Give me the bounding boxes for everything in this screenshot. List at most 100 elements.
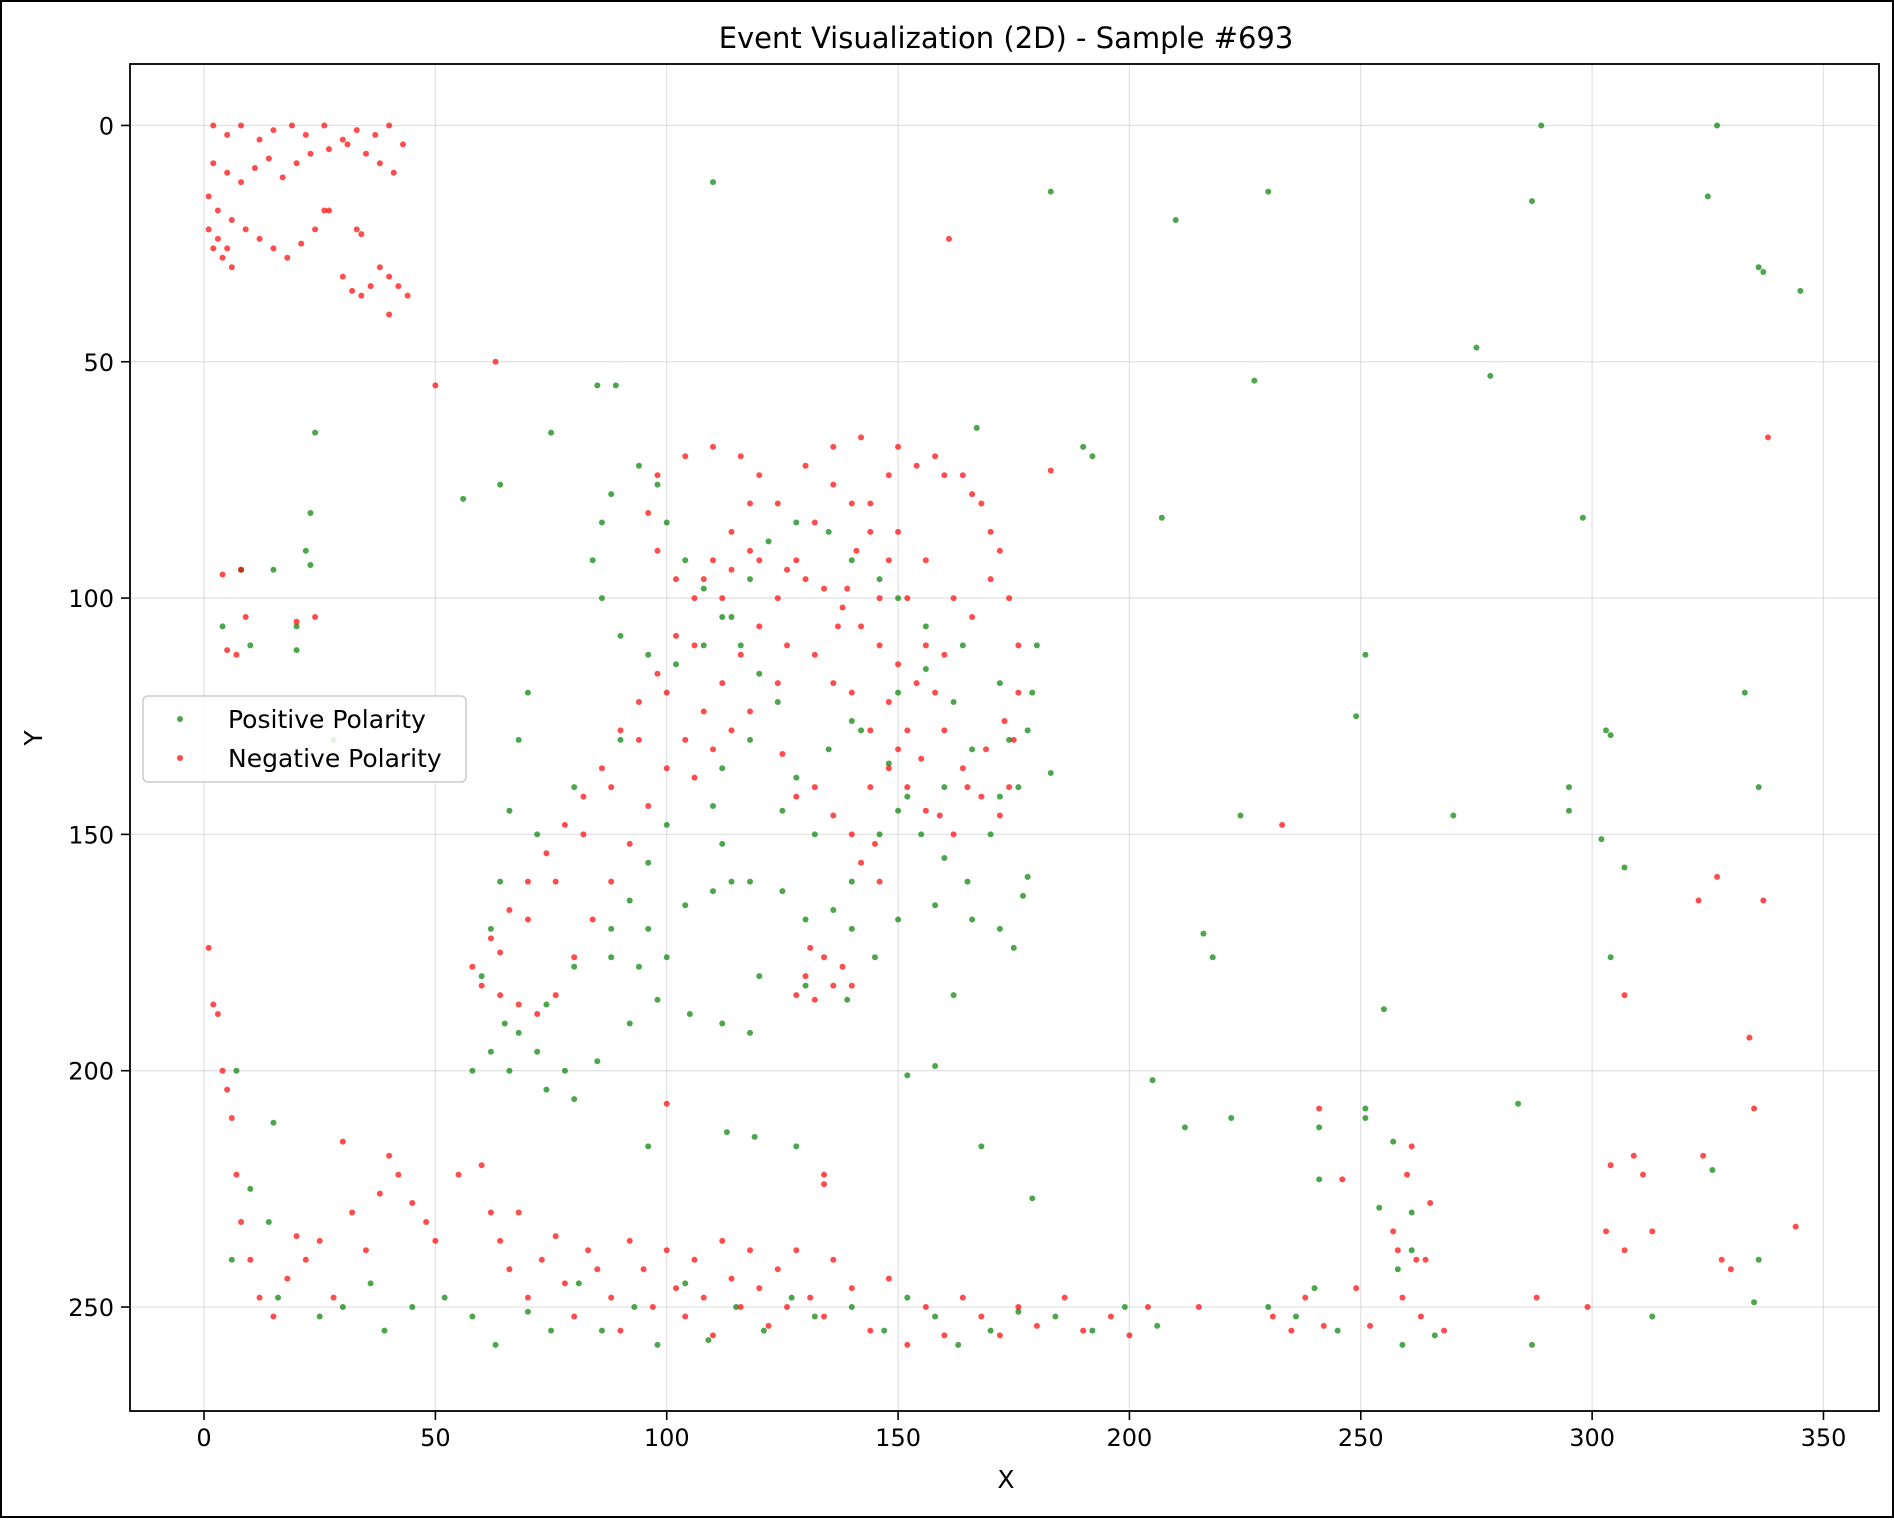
data-point [1265,1304,1272,1311]
data-point [700,642,707,649]
data-point [672,661,679,668]
data-point [316,1313,323,1320]
data-point [904,793,911,800]
data-point [941,855,948,862]
data-point [506,907,513,914]
data-point [1293,1313,1299,1320]
legend: Positive Polarity Negative Polarity [142,695,467,783]
data-point [663,954,670,961]
data-point [1195,1304,1202,1311]
legend-marker-positive [177,716,183,722]
data-point [233,651,240,658]
data-point [996,925,1003,932]
data-point [830,812,837,819]
data-point [848,1285,855,1292]
data-point [839,604,846,611]
data-point [395,1171,402,1178]
data-point [996,680,1003,687]
data-point [284,1275,291,1282]
data-point [710,179,716,186]
data-point [932,902,939,909]
data-point [1700,1152,1707,1159]
data-point [635,462,642,469]
data-point [1394,1247,1401,1254]
data-point [598,1327,605,1334]
data-point [1107,1313,1114,1320]
data-point [950,831,957,838]
data-point [682,453,689,460]
data-point [321,207,328,214]
data-point [830,680,837,687]
data-point [802,916,809,923]
data-point [1607,732,1614,739]
data-point [1269,1313,1276,1320]
data-point [719,680,726,687]
data-point [858,623,865,630]
data-point [617,736,624,743]
data-point [1033,642,1040,649]
data-point [275,1294,282,1301]
data-point [386,311,393,318]
data-point [1417,1313,1424,1320]
data-point [779,888,786,895]
data-point [978,500,985,507]
data-point [710,1332,716,1339]
data-point [247,1256,254,1263]
data-point [1399,1294,1406,1301]
data-point [1760,268,1767,275]
data-point [895,916,902,923]
data-point [224,245,231,252]
data-point [242,613,249,620]
data-point [932,453,939,460]
data-point [1792,1223,1799,1230]
data-point [594,382,601,389]
data-point [224,131,231,138]
data-point [381,1327,388,1334]
data-point [1209,954,1216,961]
data-point [969,491,976,498]
data-point [608,1294,615,1301]
data-point [793,519,800,526]
data-point [1621,864,1628,871]
data-point [1265,188,1272,195]
data-point [756,557,763,564]
data-point [719,765,726,772]
data-point [1279,821,1286,828]
y-tick-label: 250 [68,1294,114,1322]
data-point [293,618,300,625]
data-point [1704,193,1711,200]
data-point [784,1304,791,1311]
data-point [543,850,550,857]
data-point [719,613,726,620]
data-point [686,1010,693,1017]
data-point [1052,1313,1059,1320]
data-point [1565,784,1572,791]
data-point [1751,1105,1758,1112]
plot-area-border [129,63,1880,1412]
data-point [830,443,837,450]
data-point [635,963,642,970]
data-point [737,1304,744,1311]
data-point [224,1086,231,1093]
data-point [969,746,976,753]
data-point [1755,1256,1762,1263]
data-point [672,632,679,639]
data-point [922,557,929,564]
data-point [524,689,531,696]
data-point [848,689,855,696]
data-point [617,727,624,734]
data-point [608,954,615,961]
data-point [608,784,615,791]
data-point [506,1266,513,1273]
data-point [501,1020,508,1027]
data-point [339,1138,346,1145]
data-point [793,557,800,564]
data-point [497,1237,504,1244]
data-point [987,831,994,838]
data-point [256,136,263,143]
data-point [330,1294,337,1301]
data-point [885,472,892,479]
data-point [1408,1209,1415,1216]
data-point [802,576,809,583]
